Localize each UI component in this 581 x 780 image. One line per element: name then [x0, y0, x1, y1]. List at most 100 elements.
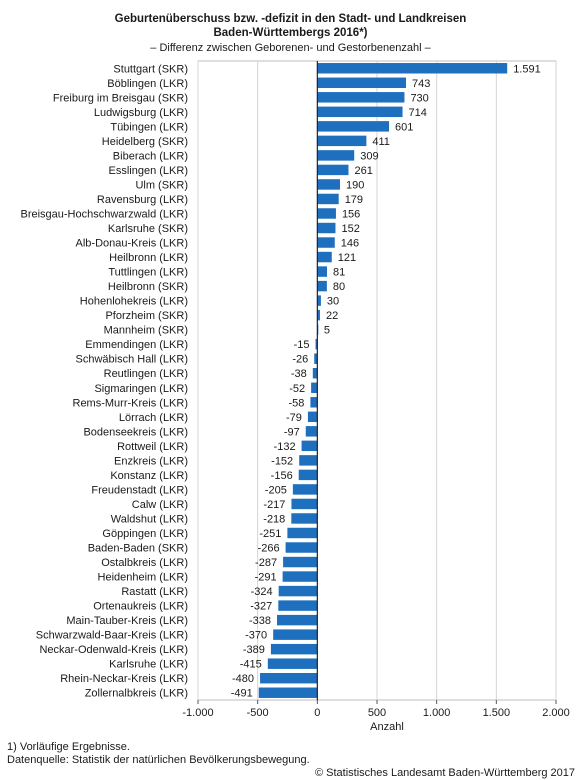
bar: [317, 164, 349, 176]
data-label: -389: [243, 644, 265, 656]
data-label: -97: [284, 426, 300, 438]
bar: [317, 266, 327, 277]
category-label: Konstanz (LKR): [110, 470, 188, 482]
data-label: -415: [240, 659, 262, 671]
x-axis-label: Anzahl: [370, 721, 404, 733]
category-label: Heidenheim (LKR): [98, 572, 188, 584]
data-label: 30: [327, 296, 339, 308]
x-tick-label: -500: [247, 707, 269, 719]
category-label: Heilbronn (SKR): [108, 281, 188, 293]
category-label: Zollernalbkreis (LKR): [85, 688, 188, 700]
bar: [310, 397, 318, 408]
bar: [317, 193, 339, 205]
x-tick-label: 2.000: [542, 707, 570, 719]
bar: [299, 455, 318, 466]
bar: [317, 179, 341, 190]
data-label: 411: [372, 136, 390, 148]
category-label: Lörrach (LKR): [119, 412, 188, 424]
bar: [270, 643, 318, 655]
category-label: Main-Tauber-Kreis (LKR): [66, 615, 188, 627]
data-label: 121: [338, 252, 356, 264]
bar: [317, 121, 390, 132]
category-label: Emmendingen (LKR): [85, 339, 188, 351]
bar: [312, 368, 318, 379]
chart-title-line2: Baden-Württembergs 2016*): [213, 27, 368, 39]
x-tick-label: 0: [314, 707, 320, 719]
bar: [311, 382, 318, 393]
data-label: -327: [250, 601, 272, 613]
bar: [317, 150, 355, 161]
category-label: Stuttgart (SKR): [113, 63, 188, 75]
bar: [317, 295, 321, 306]
category-label: Tuttlingen (LKR): [108, 267, 188, 279]
category-label: Breisgau-Hochschwarzwald (LKR): [20, 208, 188, 220]
bar: [317, 309, 320, 321]
data-label: -480: [232, 673, 254, 685]
bar: [317, 63, 508, 74]
category-label: Mannheim (SKR): [104, 325, 188, 337]
data-label: -324: [251, 586, 273, 598]
category-label: Tübingen (LKR): [110, 121, 188, 133]
data-label: -266: [258, 543, 280, 555]
bar: [317, 222, 336, 234]
category-label: Alb-Donau-Kreis (LKR): [76, 238, 188, 250]
data-label: -217: [263, 499, 285, 511]
category-label: Ravensburg (LKR): [97, 194, 188, 206]
data-label: -152: [271, 455, 293, 467]
category-label: Waldshut (LKR): [111, 513, 188, 525]
data-label: 80: [333, 281, 345, 293]
bar: [291, 498, 318, 510]
bar: [260, 672, 318, 684]
data-label: -26: [292, 354, 308, 366]
category-label: Rhein-Neckar-Kreis (LKR): [60, 673, 188, 685]
data-label: 146: [341, 238, 359, 250]
data-label: 1.591: [513, 63, 541, 75]
category-label: Sigmaringen (LKR): [94, 383, 188, 395]
data-label: -251: [259, 528, 281, 540]
data-label: 22: [326, 310, 338, 322]
bar: [317, 208, 336, 219]
bar: [282, 571, 318, 582]
data-label: -287: [255, 557, 277, 569]
bar: [315, 338, 318, 350]
bar: [305, 426, 318, 437]
bar: [314, 353, 318, 364]
bar: [298, 469, 318, 481]
bar: [301, 440, 318, 452]
bar: [267, 658, 318, 669]
data-label: -58: [289, 397, 305, 409]
bar: [285, 542, 318, 553]
data-label: -132: [274, 441, 296, 453]
data-label: -491: [231, 688, 253, 700]
category-label: Rottweil (LKR): [117, 441, 188, 453]
category-label: Ortenaukreis (LKR): [93, 601, 188, 613]
bar: [317, 92, 405, 103]
data-label: 179: [345, 194, 363, 206]
category-label: Neckar-Odenwald-Kreis (LKR): [39, 644, 188, 656]
category-label: Hohenlohekreis (LKR): [80, 296, 188, 308]
data-source: Datenquelle: Statistik der natürlichen B…: [7, 754, 310, 766]
category-label: Ludwigsburg (LKR): [94, 107, 188, 119]
category-label: Heidelberg (SKR): [102, 136, 188, 148]
category-label: Enzkreis (LKR): [114, 455, 188, 467]
category-label: Göppingen (LKR): [102, 528, 188, 540]
x-tick-label: 1.000: [423, 707, 451, 719]
chart-subtitle: – Differenz zwischen Geborenen- und Gest…: [150, 42, 431, 54]
bar: [278, 600, 318, 611]
footnote: 1) Vorläufige Ergebnisse.: [7, 741, 130, 753]
category-label: Schwarzwald-Baar-Kreis (LKR): [36, 630, 188, 642]
category-label: Rastatt (LKR): [121, 586, 188, 598]
data-label: 261: [354, 165, 372, 177]
bar: [287, 527, 318, 539]
bar: [278, 585, 318, 597]
bar: [291, 513, 318, 524]
category-label: Ostalbkreis (LKR): [101, 557, 188, 569]
category-label: Bodenseekreis (LKR): [83, 426, 188, 438]
x-tick-label: 500: [368, 707, 386, 719]
category-label: Rems-Murr-Kreis (LKR): [73, 397, 189, 409]
bar: [307, 411, 318, 423]
bar: [317, 106, 403, 118]
category-label: Böblingen (LKR): [107, 78, 188, 90]
data-label: -205: [265, 484, 287, 496]
category-label: Freiburg im Breisgau (SKR): [53, 92, 188, 104]
